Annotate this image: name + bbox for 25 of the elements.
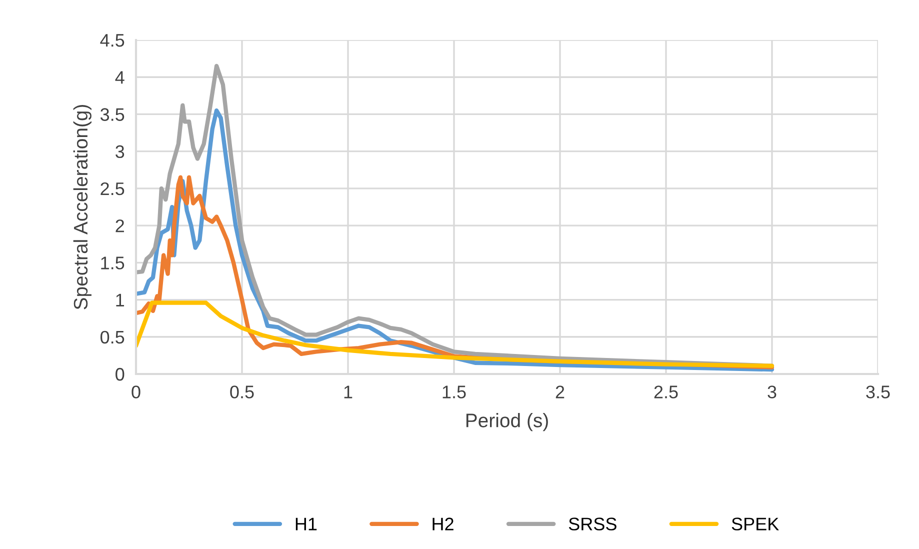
y-tick-label: 1.5	[101, 256, 124, 270]
y-tick-label: 3.5	[100, 108, 124, 121]
x-tick-label: 0	[132, 386, 140, 398]
x-tick-label: 3	[768, 386, 776, 398]
y-tick-label: 2	[116, 219, 124, 232]
x-axis-title: Period (s)	[466, 413, 548, 432]
y-tick-label: 2.5	[100, 182, 124, 196]
y-tick-label: 1	[116, 294, 124, 306]
line-series	[136, 300, 774, 368]
x-tick-label: 0.5	[230, 386, 254, 398]
x-tick-label: 1.5	[442, 386, 466, 398]
y-axis-title: Spectral Acceleration(g)	[73, 104, 92, 310]
y-tick-label: 0.5	[100, 330, 124, 344]
x-tick-label: 1	[344, 386, 352, 398]
y-tick-label: 4.5	[100, 34, 124, 47]
legend-label: H2	[432, 518, 454, 530]
legend-label: SPEK	[732, 518, 779, 530]
x-tick-label: 3.5	[866, 386, 890, 398]
legend-label: H1	[296, 518, 317, 530]
x-tick-label: 2.5	[654, 386, 678, 398]
y-tick-label: 4	[115, 71, 124, 84]
legend-label: SRSS	[568, 518, 616, 530]
y-tick-label: 3	[116, 145, 124, 158]
y-tick-label: 0	[116, 368, 124, 381]
x-tick-label: 2	[556, 386, 564, 398]
